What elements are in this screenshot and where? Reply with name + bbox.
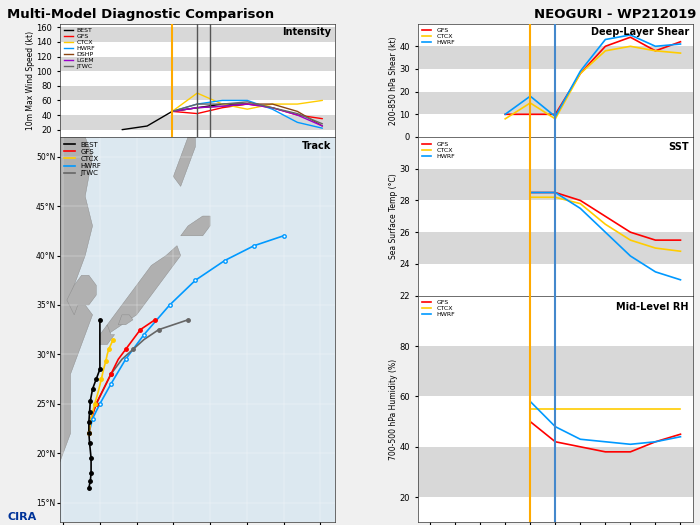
Y-axis label: Sea Surface Temp (°C): Sea Surface Temp (°C)	[389, 173, 398, 259]
Legend: GFS, CTCX, HWRF: GFS, CTCX, HWRF	[421, 27, 456, 47]
Bar	[418, 232, 693, 264]
Polygon shape	[100, 246, 181, 344]
Polygon shape	[181, 216, 210, 236]
Polygon shape	[66, 275, 96, 315]
Polygon shape	[118, 315, 133, 325]
Text: NEOGURI - WP212019: NEOGURI - WP212019	[534, 8, 696, 21]
Bar	[60, 86, 335, 100]
Text: Mid-Level RH: Mid-Level RH	[617, 302, 689, 312]
Y-axis label: 10m Max Wind Speed (kt): 10m Max Wind Speed (kt)	[26, 31, 34, 130]
Text: Intensity: Intensity	[282, 27, 331, 37]
Text: Deep-Layer Shear: Deep-Layer Shear	[591, 27, 689, 37]
Polygon shape	[100, 325, 115, 344]
Polygon shape	[174, 137, 195, 186]
Polygon shape	[19, 458, 41, 502]
Y-axis label: 700-500 hPa Humidity (%): 700-500 hPa Humidity (%)	[389, 359, 398, 459]
Bar	[60, 57, 335, 71]
Legend: BEST, GFS, CTCX, HWRF, JTWC: BEST, GFS, CTCX, HWRF, JTWC	[63, 141, 103, 177]
Polygon shape	[27, 404, 41, 434]
Bar	[418, 92, 693, 114]
Legend: GFS, CTCX, HWRF: GFS, CTCX, HWRF	[421, 140, 456, 160]
Bar	[418, 46, 693, 69]
Text: Track: Track	[302, 141, 331, 151]
Y-axis label: 200-850 hPa Shear (kt): 200-850 hPa Shear (kt)	[389, 36, 398, 124]
Bar	[418, 447, 693, 497]
Bar	[60, 27, 335, 42]
Text: CIRA: CIRA	[7, 512, 36, 522]
Text: Multi-Model Diagnostic Comparison: Multi-Model Diagnostic Comparison	[7, 8, 274, 21]
Text: SST: SST	[668, 142, 689, 152]
Legend: GFS, CTCX, HWRF: GFS, CTCX, HWRF	[421, 299, 456, 319]
Polygon shape	[56, 137, 92, 512]
Bar	[418, 169, 693, 201]
Bar	[60, 115, 335, 130]
Bar	[418, 346, 693, 396]
Legend: BEST, GFS, CTCX, HWRF, DSHP, LGEM, JTWC: BEST, GFS, CTCX, HWRF, DSHP, LGEM, JTWC	[62, 27, 97, 71]
